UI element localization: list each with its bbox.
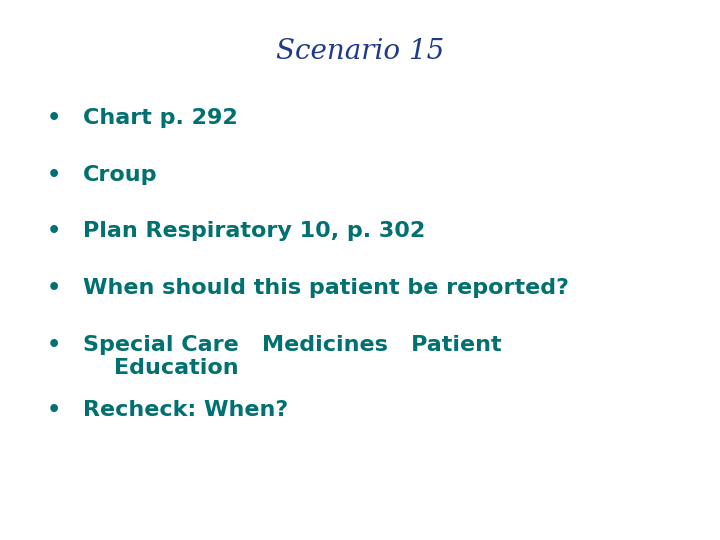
- Text: Recheck: When?: Recheck: When?: [83, 400, 288, 420]
- Text: Chart p. 292: Chart p. 292: [83, 108, 238, 128]
- Text: Croup: Croup: [83, 165, 157, 185]
- Text: •: •: [47, 278, 61, 298]
- Text: Special Care   Medicines   Patient
    Education: Special Care Medicines Patient Education: [83, 335, 501, 378]
- Text: When should this patient be reported?: When should this patient be reported?: [83, 278, 569, 298]
- Text: Scenario 15: Scenario 15: [276, 38, 444, 65]
- Text: •: •: [47, 335, 61, 355]
- Text: •: •: [47, 165, 61, 185]
- Text: •: •: [47, 108, 61, 128]
- Text: •: •: [47, 400, 61, 420]
- Text: Plan Respiratory 10, p. 302: Plan Respiratory 10, p. 302: [83, 221, 425, 241]
- Text: •: •: [47, 221, 61, 241]
